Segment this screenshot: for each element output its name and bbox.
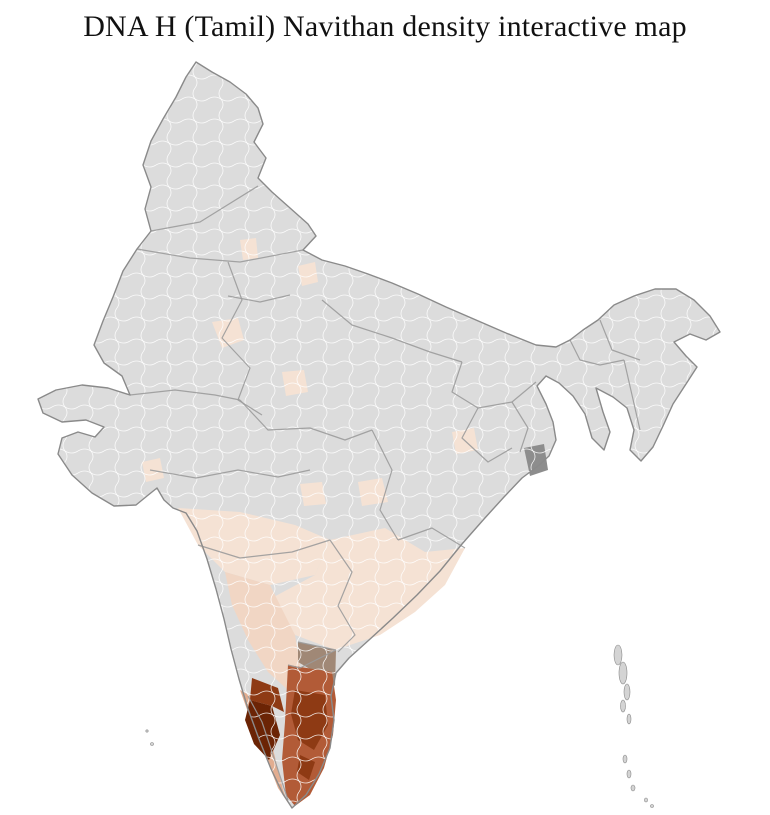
- state-border: [599, 319, 641, 361]
- state-border: [136, 248, 304, 263]
- nicobar-island[interactable]: [626, 769, 632, 779]
- page-title: DNA H (Tamil) Navithan density interacti…: [83, 10, 687, 43]
- state-border: [197, 539, 331, 559]
- nicobar-island[interactable]: [650, 804, 654, 808]
- nicobar-island[interactable]: [622, 754, 628, 764]
- nicobar-island[interactable]: [630, 784, 636, 792]
- state-border: [569, 339, 625, 366]
- state-border: [149, 469, 311, 479]
- lakshadweep-island[interactable]: [150, 742, 154, 746]
- lakshadweep-island[interactable]: [145, 729, 149, 733]
- state-border: [371, 429, 399, 541]
- state-border: [150, 185, 259, 232]
- state-border: [329, 539, 356, 653]
- nicobar-island[interactable]: [644, 797, 648, 803]
- islands-layer: [145, 644, 654, 808]
- country-outline-layer: [37, 61, 721, 809]
- state-borders-layer: [129, 185, 641, 801]
- state-border: [297, 641, 337, 651]
- andaman-island[interactable]: [613, 644, 623, 666]
- state-border: [321, 299, 463, 363]
- country-outline: [37, 61, 721, 809]
- andaman-island[interactable]: [623, 683, 631, 701]
- state-border: [623, 359, 641, 431]
- state-border: [287, 649, 337, 669]
- andaman-island[interactable]: [626, 713, 632, 725]
- state-border: [461, 407, 513, 463]
- state-border: [511, 401, 529, 453]
- state-border: [129, 389, 241, 401]
- state-border: [227, 294, 291, 303]
- state-border: [247, 695, 289, 801]
- andaman-island[interactable]: [620, 699, 626, 713]
- andaman-island[interactable]: [618, 661, 628, 685]
- state-border: [239, 399, 373, 441]
- state-border: [397, 527, 466, 549]
